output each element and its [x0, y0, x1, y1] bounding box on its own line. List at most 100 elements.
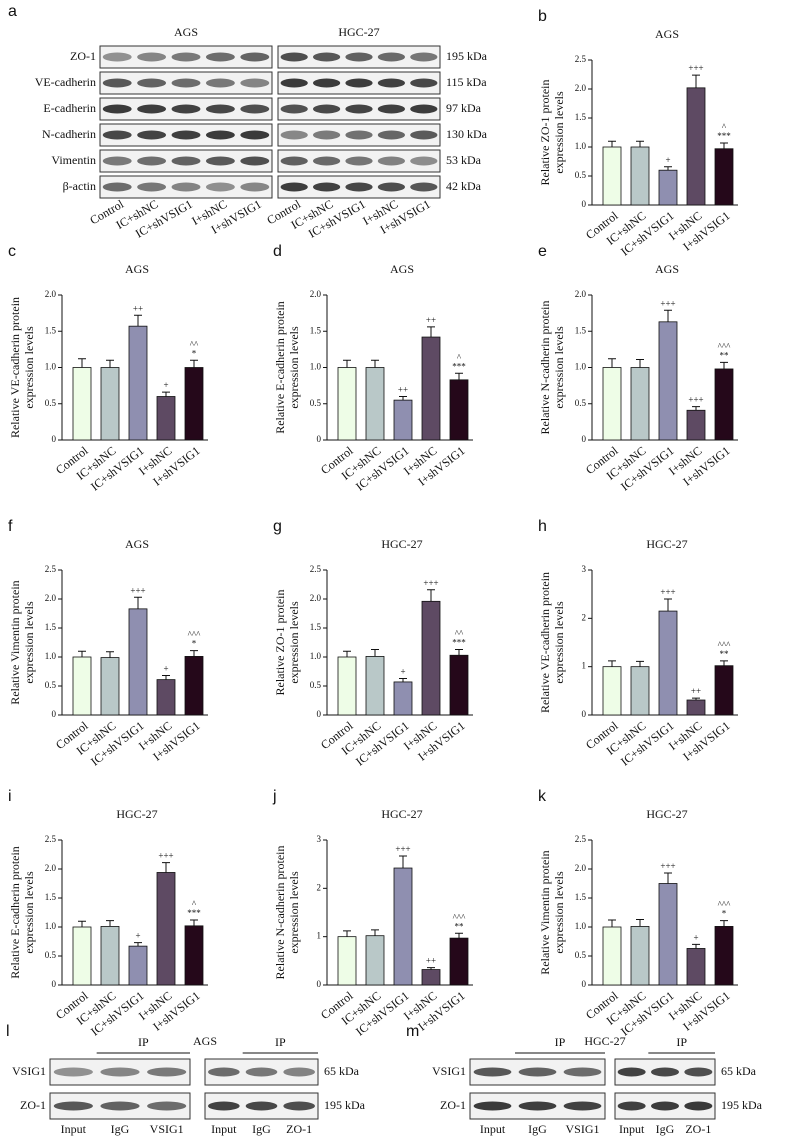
error-bar [720, 660, 728, 666]
y-tick-label: 2.5 [45, 564, 57, 574]
band [377, 52, 406, 62]
band [518, 1067, 557, 1077]
band [240, 78, 270, 88]
y-tick-label: 2 [582, 612, 587, 622]
error-bar [343, 930, 351, 937]
band [283, 1067, 315, 1077]
bar [449, 654, 469, 716]
y-tick-label: 0 [317, 979, 322, 989]
significance: +++ [130, 585, 145, 595]
y-axis-label: expression levels [552, 91, 566, 174]
panel-letter: g [273, 518, 282, 535]
y-tick-label: 0 [582, 979, 587, 989]
significance: ++ [398, 385, 408, 395]
band [280, 78, 308, 88]
band [100, 1101, 140, 1111]
band [137, 78, 167, 88]
y-tick-label: 0.5 [310, 398, 322, 408]
band [280, 52, 308, 62]
y-tick-label: 1.5 [45, 892, 57, 902]
bar [602, 666, 622, 716]
bar [686, 87, 706, 206]
band [205, 130, 235, 140]
y-tick-label: 0 [582, 199, 587, 209]
bar [686, 948, 706, 986]
panel-letter: l [6, 1023, 10, 1040]
bar [658, 883, 678, 986]
y-tick-label: 0 [52, 979, 57, 989]
significance: +++ [660, 861, 675, 871]
y-axis-label: expression levels [22, 326, 36, 409]
band [651, 1101, 679, 1111]
bar [365, 367, 385, 441]
band [205, 182, 235, 192]
lane-label: ZO-1 [286, 1122, 312, 1136]
bar [421, 336, 441, 441]
band [684, 1101, 713, 1111]
significance: +++ [660, 587, 675, 597]
error-bar [427, 967, 435, 970]
y-tick-label: 1.5 [310, 622, 322, 632]
band [205, 104, 235, 114]
error-bar [134, 596, 142, 609]
band [377, 104, 406, 114]
significance: ** [720, 350, 730, 360]
band [280, 130, 308, 140]
bar [602, 146, 622, 206]
significance: ^^^ [718, 341, 731, 351]
error-bar [636, 140, 644, 147]
y-tick-label: 0.5 [575, 170, 587, 180]
band [245, 1101, 278, 1111]
y-tick-label: 1 [582, 661, 587, 671]
y-tick-label: 1.0 [310, 651, 322, 661]
error-bar [190, 919, 198, 926]
error-bar [190, 359, 198, 368]
y-axis-label: expression levels [287, 871, 301, 954]
band [280, 156, 308, 166]
y-tick-label: 1.0 [575, 141, 587, 151]
panel-letter: d [273, 243, 282, 260]
bar [100, 657, 120, 716]
ip-label: IP [555, 1035, 566, 1049]
lane-label: Input [619, 1122, 645, 1136]
band [147, 1101, 187, 1111]
y-axis-label: expression levels [22, 871, 36, 954]
ip-title: HGC-27 [584, 1034, 625, 1048]
y-tick-label: 0 [317, 709, 322, 719]
band [312, 104, 341, 114]
chart-title: HGC-27 [646, 807, 687, 821]
y-tick-label: 0.5 [575, 950, 587, 960]
panel-letter: j [272, 788, 277, 805]
band [102, 78, 132, 88]
y-axis-label: Relative VE-cadherin protein [8, 297, 22, 438]
significance: ^^^ [718, 640, 731, 650]
lane-label: IgG [111, 1122, 130, 1136]
size-label: 115 kDa [446, 75, 487, 89]
error-bar [106, 920, 114, 927]
lane-label: VSIG1 [565, 1122, 599, 1136]
y-axis-label: Relative N-cadherin protein [538, 301, 552, 435]
lane-label: IgG [252, 1122, 271, 1136]
y-tick-label: 0 [52, 709, 57, 719]
band [312, 78, 341, 88]
bar [393, 399, 413, 441]
bar [449, 379, 469, 441]
protein-label: N-cadherin [42, 127, 96, 141]
ip-label: IP [275, 1035, 286, 1049]
significance: *** [717, 131, 731, 141]
significance: + [163, 380, 168, 390]
chart-title: HGC-27 [646, 537, 687, 551]
bar [630, 367, 650, 441]
y-tick-label: 0.5 [310, 680, 322, 690]
band [102, 52, 132, 62]
y-tick-label: 1 [317, 931, 322, 941]
band [245, 1067, 278, 1077]
significance: ++ [691, 686, 701, 696]
panel-letter: f [8, 518, 13, 535]
y-tick-label: 2.0 [45, 593, 57, 603]
size-label: 53 kDa [446, 153, 482, 167]
y-tick-label: 2.0 [575, 83, 587, 93]
band [240, 156, 270, 166]
band [312, 52, 341, 62]
band [563, 1101, 602, 1111]
